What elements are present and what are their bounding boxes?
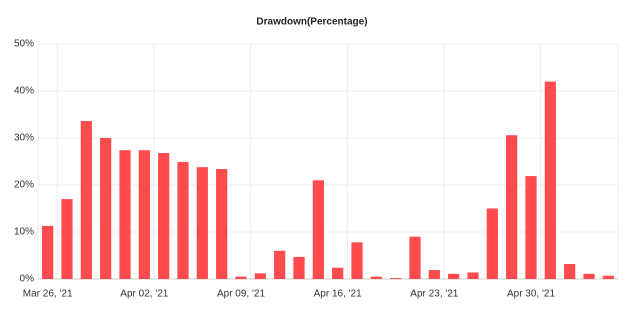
bar bbox=[196, 167, 208, 279]
bar bbox=[448, 273, 460, 279]
bar bbox=[486, 208, 498, 279]
bar bbox=[119, 150, 131, 279]
chart-title: Drawdown(Percentage) bbox=[256, 17, 367, 28]
bar bbox=[138, 150, 150, 279]
bar bbox=[42, 225, 54, 279]
bar bbox=[370, 276, 382, 279]
x-tick-label: Apr 30, '21 bbox=[507, 289, 555, 300]
bar bbox=[177, 161, 189, 279]
bar bbox=[467, 272, 479, 279]
bar bbox=[312, 180, 324, 279]
x-tick-label: Apr 09, '21 bbox=[217, 289, 265, 300]
bar bbox=[100, 138, 112, 279]
bar bbox=[235, 276, 247, 279]
y-tick-label: 50% bbox=[14, 39, 34, 50]
x-tick-label: Apr 23, '21 bbox=[410, 289, 458, 300]
bar bbox=[80, 121, 92, 279]
y-tick-label: 20% bbox=[14, 180, 34, 191]
y-tick-label: 40% bbox=[14, 86, 34, 97]
bar bbox=[409, 236, 421, 279]
bar bbox=[602, 275, 614, 279]
bar bbox=[274, 250, 286, 279]
bar bbox=[506, 135, 518, 279]
bar bbox=[525, 176, 537, 279]
x-tick-label: Apr 16, '21 bbox=[314, 289, 362, 300]
bar bbox=[564, 263, 576, 279]
bar bbox=[544, 81, 556, 279]
y-tick-label: 0% bbox=[20, 274, 35, 285]
bar bbox=[216, 169, 228, 279]
bar bbox=[428, 270, 440, 279]
y-tick-label: 30% bbox=[14, 133, 34, 144]
bar bbox=[390, 278, 402, 279]
bar bbox=[158, 153, 170, 279]
bar bbox=[351, 242, 363, 279]
bar bbox=[332, 267, 344, 279]
x-tick-label: Mar 26, '21 bbox=[23, 289, 73, 300]
bar bbox=[583, 273, 595, 279]
y-tick-label: 10% bbox=[14, 227, 34, 238]
bar bbox=[61, 199, 73, 279]
x-tick-label: Apr 02, '21 bbox=[120, 289, 168, 300]
bar bbox=[254, 273, 266, 279]
bar bbox=[293, 256, 305, 279]
